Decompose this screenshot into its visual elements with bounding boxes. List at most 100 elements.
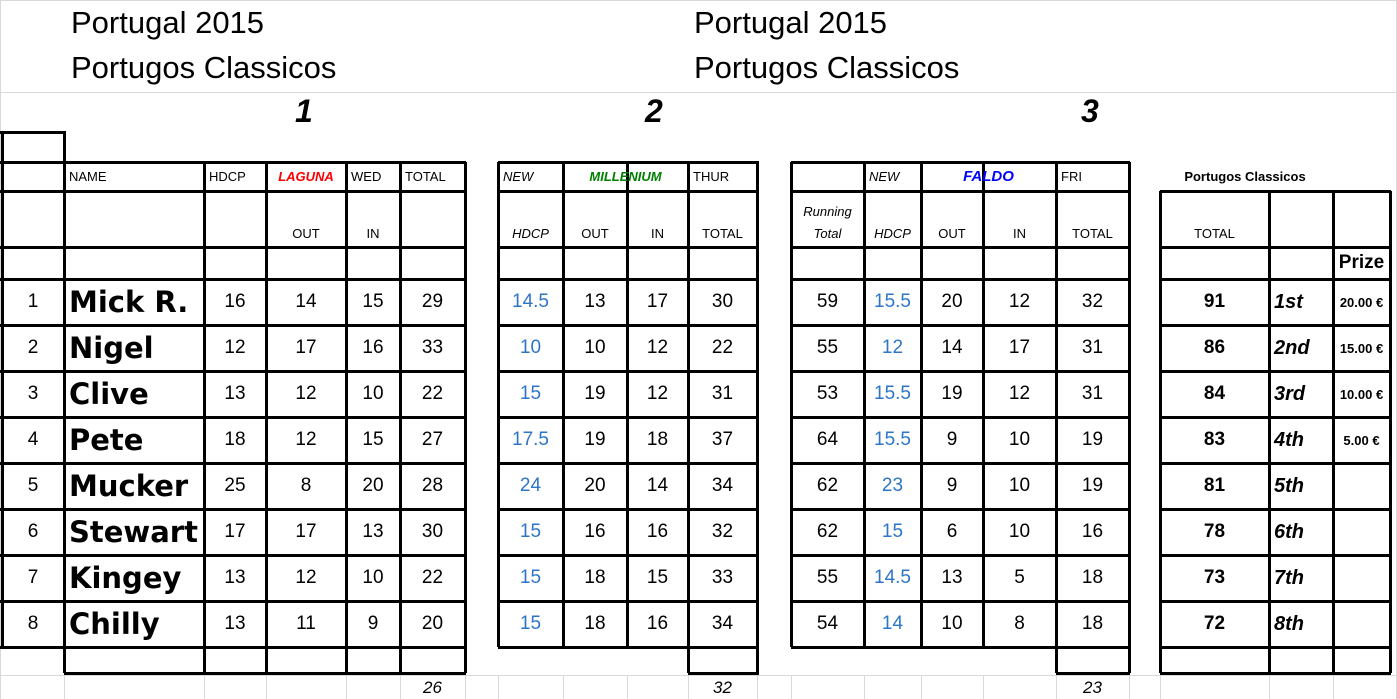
running-total: 54: [816, 613, 839, 634]
prize-column-header: Prize: [1338, 252, 1385, 273]
r2-handicap: 15: [519, 383, 542, 404]
r1-total-score: 22: [421, 383, 444, 404]
grid-line: [0, 554, 466, 557]
r3-in-score: 12: [1008, 291, 1031, 312]
prize-amount: [1333, 509, 1390, 555]
r3-out-score: 10: [941, 613, 963, 634]
grid-line: [791, 190, 1130, 193]
gridline-faint: [757, 676, 758, 699]
grid-line: [63, 132, 66, 673]
player-name: Chilly: [69, 607, 160, 641]
running-total: 55: [816, 337, 839, 358]
gridline-faint: [1160, 676, 1161, 699]
r2-total-score: 37: [711, 429, 734, 450]
r2-handicap: 15: [519, 613, 542, 634]
finishing-place: 1st: [1274, 290, 1303, 313]
r3-out-score: 6: [946, 521, 958, 542]
finishing-place: 6th: [1274, 520, 1304, 543]
gridline-faint: [1269, 676, 1270, 699]
r2-out-score: 16: [584, 521, 606, 542]
prize-amount: [1333, 463, 1390, 509]
r3-total-score: 18: [1081, 567, 1104, 588]
r3-total-score: 19: [1081, 429, 1104, 450]
r1-total-score: 27: [421, 429, 444, 450]
player-name: Clive: [69, 377, 149, 411]
in-header-r1: IN: [366, 226, 380, 241]
r1-total-score: 33: [421, 337, 444, 358]
gridline-faint: [0, 92, 1397, 93]
grid-line: [1128, 162, 1131, 673]
gridline-faint: [864, 676, 865, 699]
r1-out-score: 17: [295, 337, 317, 358]
grid-line: [863, 162, 866, 647]
r2-handicap: 10: [519, 337, 542, 358]
player-name: Mucker: [69, 469, 189, 503]
r2-in-score: 17: [646, 291, 669, 312]
grand-total: 73: [1203, 567, 1226, 588]
gridline-faint: [0, 675, 1397, 676]
grid-line: [791, 508, 1130, 511]
r2-in-score: 12: [646, 337, 669, 358]
grid-line: [791, 278, 1130, 281]
grid-line: [0, 246, 466, 249]
prize-amount: 15.00 €: [1339, 340, 1384, 356]
grid-line: [982, 162, 985, 647]
r1-total-score: 22: [421, 567, 444, 588]
r3-in-score: 8: [1014, 613, 1025, 634]
name-column-header: NAME: [69, 169, 107, 184]
gridline-faint: [498, 676, 499, 699]
grid-line: [1159, 191, 1162, 673]
running-total: 55: [816, 567, 839, 588]
round1-total-sum: 26: [423, 677, 442, 697]
page-title-left-line2: Portugos Classicos: [71, 50, 337, 85]
grid-line: [1160, 246, 1391, 249]
r2-in-score: 14: [646, 475, 669, 496]
r1-out-score: 14: [295, 291, 317, 312]
grid-line: [1268, 191, 1271, 673]
r3-total-score: 16: [1081, 521, 1104, 542]
r3-out-score: 14: [941, 337, 963, 358]
handicap: 13: [224, 567, 246, 588]
r3-out-score: 9: [946, 475, 958, 496]
grid-line: [791, 646, 1130, 649]
grid-line: [0, 131, 66, 134]
r2-total-score: 34: [711, 475, 734, 496]
gridline-faint: [400, 676, 401, 699]
r2-total-score: 30: [711, 291, 734, 312]
page-title-right-line2: Portugos Classicos: [694, 50, 960, 85]
grid-line: [0, 600, 466, 603]
hdcp-header-r3: HDCP: [874, 226, 911, 241]
out-header-r3: OUT: [938, 226, 966, 241]
grid-line: [0, 416, 466, 419]
grid-line: [791, 161, 1130, 164]
round-number-2: 2: [645, 93, 663, 129]
r1-out-score: 8: [300, 475, 312, 496]
grid-line: [203, 162, 206, 673]
r1-in-score: 16: [362, 337, 384, 358]
handicap: 25: [224, 475, 246, 496]
grid-line: [1160, 600, 1391, 603]
total-column-header: TOTAL: [405, 169, 446, 184]
grid-line: [688, 672, 759, 675]
gridline-faint: [0, 0, 1397, 1]
r2-handicap: 24: [519, 475, 542, 496]
r2-in-score: 16: [646, 521, 669, 542]
prize-amount: 20.00 €: [1339, 294, 1384, 310]
position: 8: [27, 613, 39, 634]
millenium-course-header: MILLENIUM: [589, 169, 662, 184]
r3-out-score: 13: [941, 567, 963, 588]
r1-in-score: 15: [362, 429, 384, 450]
new-hdcp-header-r3: NEW: [869, 169, 900, 184]
grid-line: [1160, 278, 1391, 281]
r3-handicap: 23: [881, 475, 904, 496]
r3-out-score: 20: [941, 291, 963, 312]
r3-out-score: 9: [946, 429, 958, 450]
r3-total-score: 31: [1081, 383, 1104, 404]
r2-in-score: 18: [646, 429, 669, 450]
gridline-faint: [0, 0, 1, 699]
r1-out-score: 11: [296, 613, 316, 634]
r2-out-score: 18: [584, 613, 606, 634]
r1-in-score: 10: [362, 567, 384, 588]
r3-handicap: 14: [881, 613, 904, 634]
handicap: 12: [224, 337, 246, 358]
